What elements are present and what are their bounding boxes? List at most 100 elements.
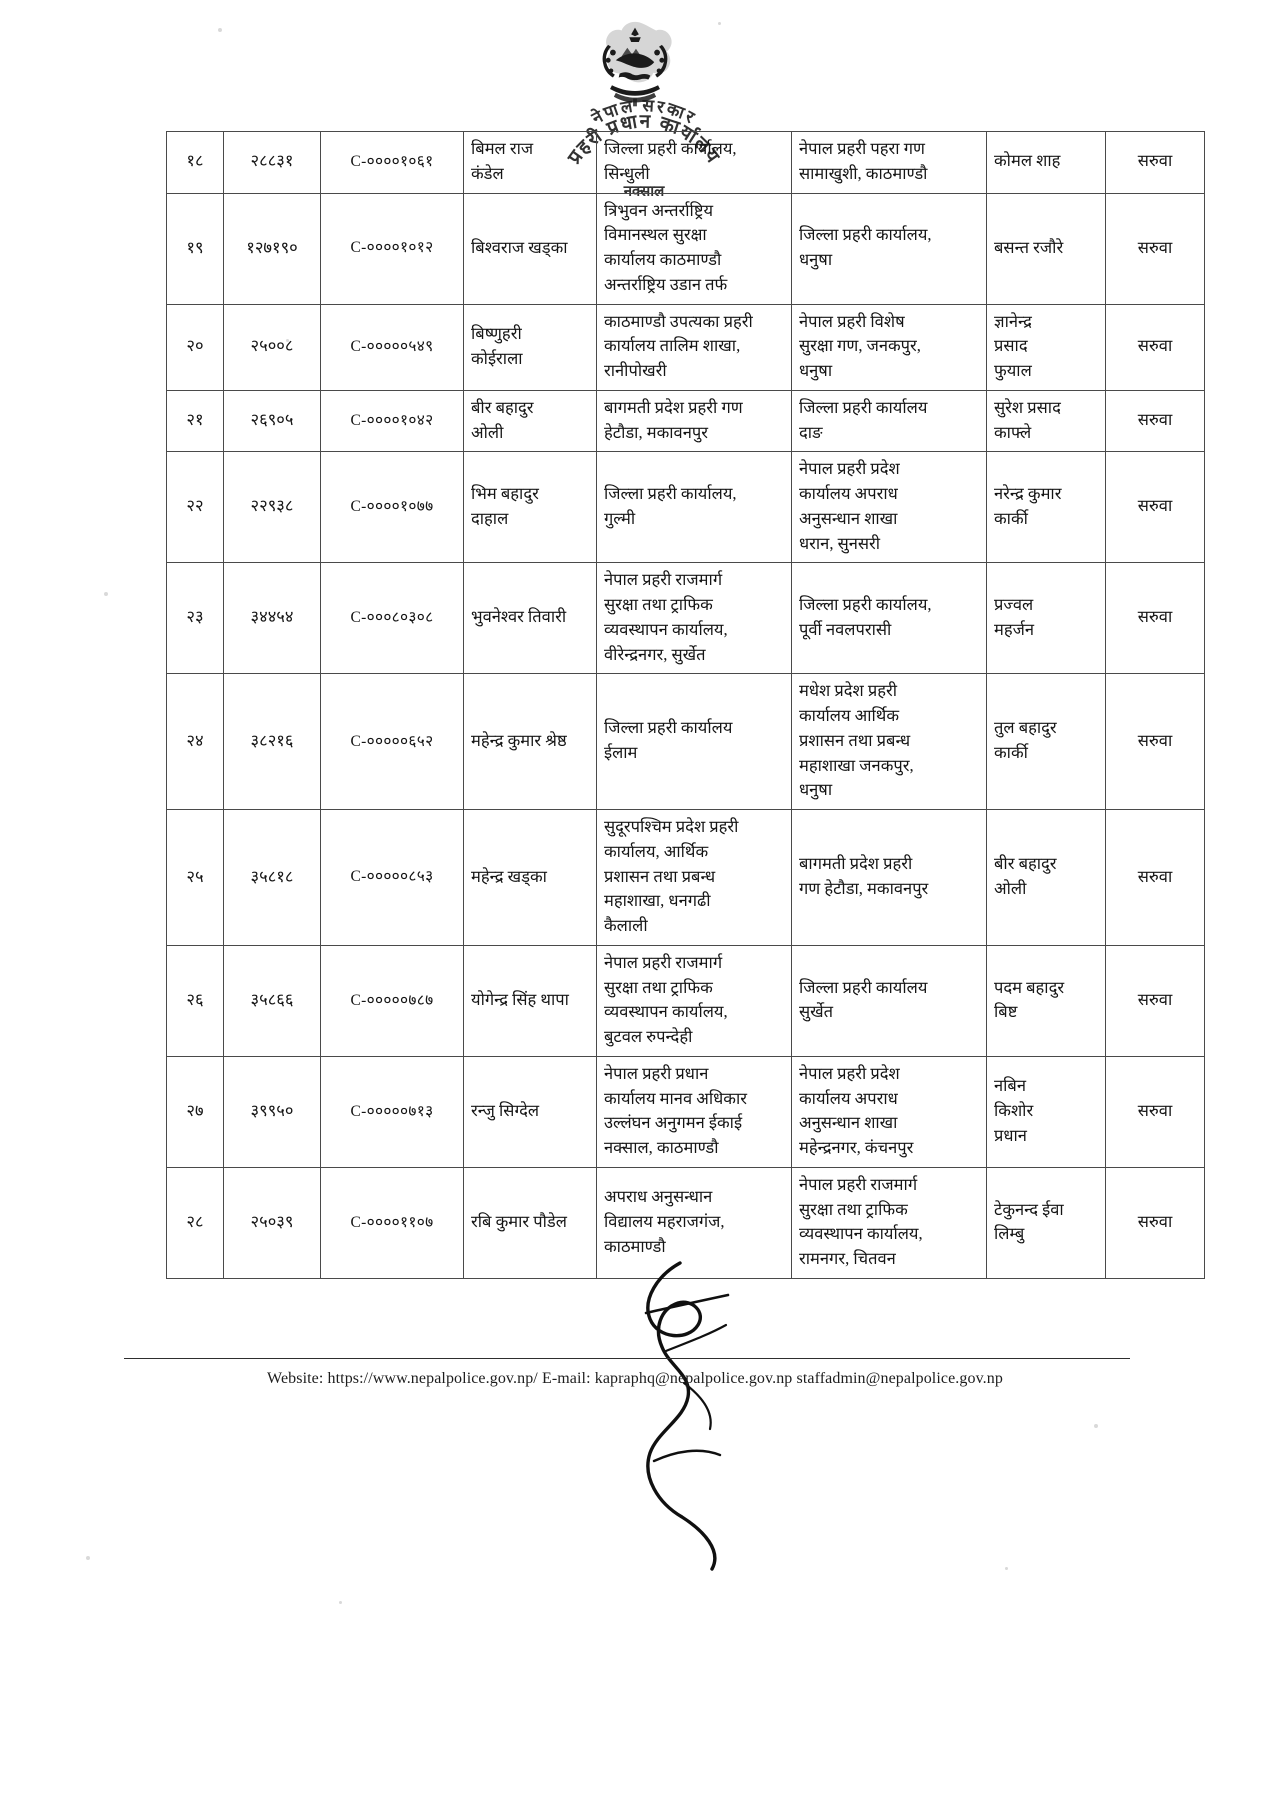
cell-replacing: टेकुनन्द ईवा लिम्बु bbox=[986, 1166, 1106, 1279]
office-line: नक्साल, काठमाण्डौ bbox=[604, 1138, 719, 1157]
cell-name: महेन्द्र कुमार श्रेष्ठ bbox=[463, 673, 597, 810]
cell-serial: २३ bbox=[166, 562, 224, 675]
replacing-line: बीर बहादुर bbox=[994, 854, 1057, 874]
cell-staff-code: C-०००८०३०८ bbox=[320, 562, 464, 675]
office-line: कार्यालय मानव अधिकार bbox=[604, 1088, 747, 1108]
office-line: काठमाण्डौ उपत्यका प्रहरी bbox=[604, 311, 753, 331]
name-line: महेन्द्र कुमार श्रेष्ठ bbox=[471, 730, 567, 750]
replacing-line: फुयाल bbox=[994, 361, 1032, 380]
office-line: जिल्ला प्रहरी कार्यालय, bbox=[604, 139, 737, 158]
office-line: सिन्धुली bbox=[604, 163, 650, 183]
cell-serial: २४ bbox=[166, 673, 224, 810]
stamp-top-arc-text: नेपाल सरकार bbox=[587, 96, 697, 129]
office-line: जिल्ला प्रहरी कार्यालय, bbox=[604, 484, 737, 503]
cell-transferred-office: बागमती प्रदेश प्रहरी गण हेटौडा, मकावनपुर bbox=[791, 809, 987, 946]
letterhead-emblem-block bbox=[0, 18, 1270, 114]
cell-personal-id: ३८२१६ bbox=[223, 673, 321, 810]
name-line: भुवनेश्वर तिवारी bbox=[471, 607, 567, 627]
cell-current-office: अपराध अनुसन्धान विद्यालय महराजगंज, काठमा… bbox=[596, 1166, 792, 1279]
cell-remark: सरुवा bbox=[1105, 451, 1205, 564]
office-line: अनुसन्धान शाखा bbox=[799, 1113, 898, 1133]
cell-replacing: सुरेश प्रसाद काफ्ले bbox=[986, 389, 1106, 453]
replacing-line: नबिन bbox=[994, 1076, 1027, 1096]
office-line: दाङ bbox=[799, 422, 823, 442]
office-line: बागमती प्रदेश प्रहरी bbox=[799, 854, 913, 874]
cell-transferred-office: मधेश प्रदेश प्रहरी कार्यालय आर्थिक प्रशा… bbox=[791, 673, 987, 810]
scan-speck bbox=[718, 22, 721, 25]
office-line: धरान, सुनसरी bbox=[799, 533, 881, 553]
office-line: सुदूरपश्चिम प्रदेश प्रहरी bbox=[604, 817, 739, 836]
cell-name: रबि कुमार पौडेल bbox=[463, 1166, 597, 1279]
replacing-line: कार्की bbox=[994, 743, 1028, 763]
office-line: वीरेन्द्रनगर, सुर्खेत bbox=[604, 644, 706, 664]
cell-current-office: जिल्ला प्रहरी कार्यालय, गुल्मी bbox=[596, 451, 792, 564]
cell-staff-code: C-०००००७१३ bbox=[320, 1055, 464, 1168]
cell-transferred-office: नेपाल प्रहरी प्रदेश कार्यालय अपराध अनुसन… bbox=[791, 1055, 987, 1168]
office-line: महेन्द्रनगर, कंचनपुर bbox=[799, 1138, 914, 1157]
cell-remark: सरुवा bbox=[1105, 809, 1205, 946]
replacing-line: तुल बहादुर bbox=[994, 718, 1057, 738]
table-row: २६ ३५८६६ C-०००००७८७ योगेन्द्र सिंह थापा … bbox=[166, 944, 1205, 1057]
cell-staff-code: C-००००१०७७ bbox=[320, 451, 464, 564]
office-line: काठमाण्डौ bbox=[604, 1236, 666, 1256]
cell-staff-code: C-०००००८५३ bbox=[320, 809, 464, 946]
cell-current-office: नेपाल प्रहरी प्रधान कार्यालय मानव अधिकार… bbox=[596, 1055, 792, 1168]
office-line: कार्यालय तालिम शाखा, bbox=[604, 336, 741, 356]
office-line: गण हेटौडा, मकावनपुर bbox=[799, 878, 929, 898]
replacing-line: पदम बहादुर bbox=[994, 977, 1065, 997]
transfer-table: १८ २८८३१ C-००००१०६१ बिमल राज कंडेल जिल्ल… bbox=[166, 131, 1205, 1279]
name-line: कोईराला bbox=[471, 348, 523, 368]
office-line: कार्यालय आर्थिक bbox=[799, 706, 900, 725]
scan-speck bbox=[339, 1601, 342, 1604]
office-line: पूर्वी नवलपरासी bbox=[799, 619, 892, 639]
cell-personal-id: ३९९५० bbox=[223, 1055, 321, 1168]
cell-replacing: प्रज्वल महर्जन bbox=[986, 562, 1106, 675]
replacing-line: कोमल शाह bbox=[994, 151, 1061, 171]
footer-contact-text: Website: https://www.nepalpolice.gov.np/… bbox=[267, 1370, 1003, 1387]
cell-transferred-office: नेपाल प्रहरी विशेष सुरक्षा गण, जनकपुर, ध… bbox=[791, 303, 987, 391]
office-line: सुर्खेत bbox=[799, 1002, 834, 1022]
table-row: २५ ३५८१८ C-०००००८५३ महेन्द्र खड्का सुदूर… bbox=[166, 809, 1205, 946]
cell-personal-id: २५०३९ bbox=[223, 1166, 321, 1279]
office-line: जिल्ला प्रहरी कार्यालय bbox=[799, 977, 928, 997]
office-line: अपराध अनुसन्धान bbox=[604, 1187, 713, 1207]
cell-staff-code: C-००००१०४२ bbox=[320, 389, 464, 453]
cell-serial: १९ bbox=[166, 192, 224, 305]
replacing-line: लिम्बु bbox=[994, 1224, 1025, 1244]
cell-current-office: जिल्ला प्रहरी कार्यालय, सिन्धुली bbox=[596, 131, 792, 194]
office-line: नेपाल प्रहरी राजमार्ग bbox=[604, 952, 723, 972]
cell-name: बीर बहादुर ओली bbox=[463, 389, 597, 453]
cell-current-office: काठमाण्डौ उपत्यका प्रहरी कार्यालय तालिम … bbox=[596, 303, 792, 391]
cell-staff-code: C-००००१०६१ bbox=[320, 131, 464, 194]
office-line: धनुषा bbox=[799, 361, 833, 380]
office-line: महाशाखा, धनगढी bbox=[604, 891, 711, 911]
office-line: जिल्ला प्रहरी कार्यालय, bbox=[799, 225, 932, 245]
replacing-line: ओली bbox=[994, 878, 1027, 898]
cell-transferred-office: जिल्ला प्रहरी कार्यालय, पूर्वी नवलपरासी bbox=[791, 562, 987, 675]
replacing-line: महर्जन bbox=[994, 619, 1035, 639]
footer-divider bbox=[124, 1358, 1130, 1359]
cell-transferred-office: नेपाल प्रहरी पहरा गण सामाखुशी, काठमाण्डौ bbox=[791, 131, 987, 194]
office-line: गुल्मी bbox=[604, 508, 636, 528]
office-line: रामनगर, चितवन bbox=[799, 1249, 896, 1268]
cell-serial: १८ bbox=[166, 131, 224, 194]
table-row: २८ २५०३९ C-००००११०७ रबि कुमार पौडेल अपरा… bbox=[166, 1166, 1205, 1279]
cell-personal-id: २६९०५ bbox=[223, 389, 321, 453]
office-line: प्रशासन तथा प्रबन्ध bbox=[604, 866, 716, 886]
cell-serial: २६ bbox=[166, 944, 224, 1057]
office-line: सुरक्षा तथा ट्राफिक bbox=[604, 595, 713, 614]
table-row: २७ ३९९५० C-०००००७१३ रन्जु सिग्देल नेपाल … bbox=[166, 1055, 1205, 1168]
office-line: धनुषा bbox=[799, 250, 833, 269]
cell-personal-id: ३५८६६ bbox=[223, 944, 321, 1057]
office-line: सुरक्षा तथा ट्राफिक bbox=[799, 1199, 908, 1219]
cell-serial: २८ bbox=[166, 1166, 224, 1279]
name-line: बिश्वराज खड्का bbox=[471, 237, 568, 257]
office-line: कार्यालय अपराध bbox=[799, 1088, 898, 1108]
name-line: रबि कुमार पौडेल bbox=[471, 1211, 567, 1231]
authorizing-signature bbox=[588, 1255, 778, 1575]
cell-replacing: बसन्त रजौरे bbox=[986, 192, 1106, 305]
cell-personal-id: २८८३१ bbox=[223, 131, 321, 194]
replacing-line: ज्ञानेन्द्र bbox=[994, 311, 1032, 331]
cell-name: रन्जु सिग्देल bbox=[463, 1055, 597, 1168]
cell-staff-code: C-००००११०७ bbox=[320, 1166, 464, 1279]
